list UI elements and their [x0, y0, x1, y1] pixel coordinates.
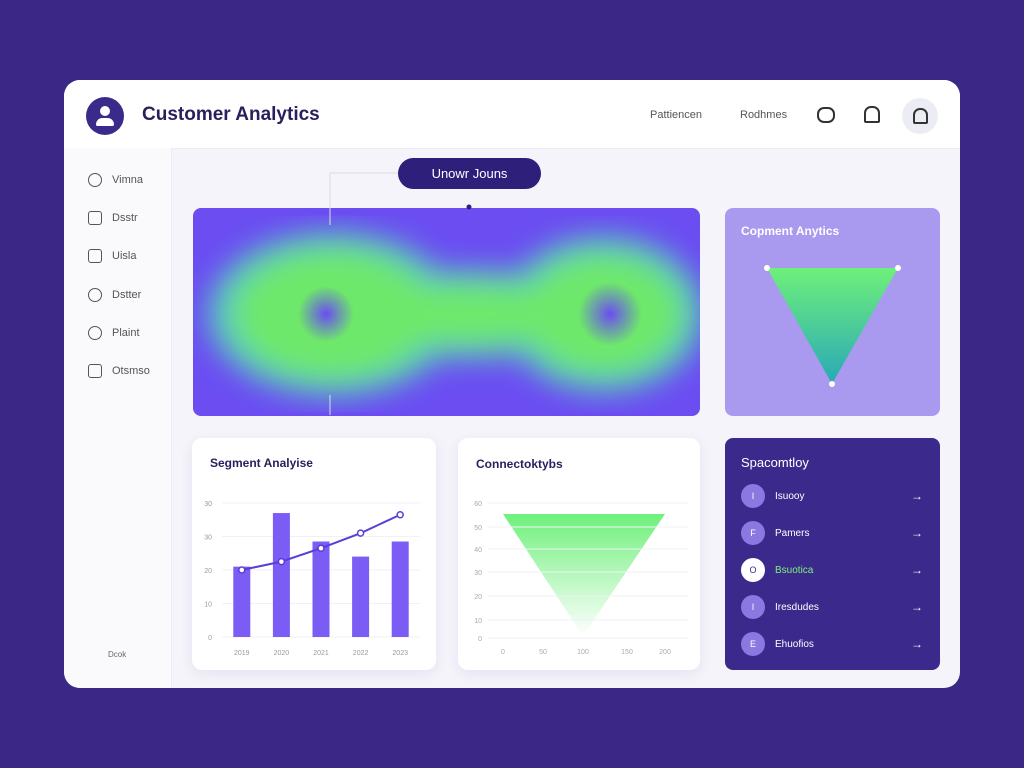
- x-tick-label: 2020: [274, 650, 290, 657]
- list-item[interactable]: I Iresdudes →: [741, 594, 923, 620]
- arrow-icon: →: [911, 637, 923, 651]
- bar: [233, 566, 251, 637]
- triangle-graphic: [764, 265, 901, 387]
- y-tick-label: 10: [204, 602, 212, 609]
- arrow-icon: →: [911, 563, 923, 577]
- x-tick-label: 200: [659, 649, 671, 656]
- sidebar-item[interactable]: Plaint: [88, 326, 140, 340]
- segment-panel: Copment Anytics: [725, 208, 940, 416]
- heatmap: [193, 208, 700, 416]
- y-tick-label: 20: [474, 594, 482, 601]
- x-tick-label: 2021: [313, 650, 329, 657]
- list-panel: Spacomtloy I Isuooy → F Pamers → O Bsuotica → I Ir…: [725, 438, 940, 670]
- item-label: Ehuofios: [775, 638, 814, 650]
- item-label: Bsuotica: [775, 564, 814, 576]
- y-tick-label: 30: [204, 501, 212, 508]
- line-point: [356, 529, 365, 537]
- item-avatar: F: [741, 521, 765, 545]
- sidebar-item[interactable]: Dstter: [88, 288, 141, 302]
- sidebar-footer[interactable]: Dcok: [108, 650, 127, 659]
- sidebar-label: Uisla: [112, 250, 137, 262]
- y-tick-label: 0: [208, 635, 212, 642]
- x-tick-label: 150: [621, 649, 633, 656]
- nav-link[interactable]: Pattiencen: [650, 109, 702, 121]
- line-point: [317, 544, 325, 552]
- list-item[interactable]: E Ehuofios →: [741, 631, 923, 657]
- item-label: Pamers: [775, 527, 810, 539]
- item-label: Iresdudes: [775, 601, 819, 613]
- line-point: [277, 557, 286, 566]
- funnel-panel: Connectoktybs 60 50 40 30 20 10 0 0 50 100 150 200: [458, 438, 700, 670]
- app-title: Customer Analytics: [142, 104, 320, 125]
- bar-chart: Segment Analyise 0 10 20 30 30 2019 2020 2021 20…: [204, 456, 420, 657]
- item-avatar: I: [741, 595, 765, 619]
- panel-title: Spacomtloy: [741, 455, 809, 470]
- nav-link[interactable]: Rodhmes: [740, 109, 788, 121]
- panel-title: Copment Anytics: [741, 224, 840, 238]
- y-tick-label: 0: [478, 636, 482, 643]
- bar-panel: Segment Analyise 0 10 20 30 30 2019 2020 2021 20…: [192, 438, 436, 670]
- tooltip-connector: [329, 172, 472, 415]
- item-avatar: I: [741, 484, 765, 508]
- arrow-icon: →: [911, 489, 923, 503]
- header: Customer Analytics Pattiencen Rodhmes: [64, 80, 960, 149]
- item-avatar: E: [741, 632, 765, 656]
- x-tick-label: 0: [501, 649, 505, 656]
- icon-button[interactable]: [902, 98, 938, 134]
- arrow-icon: →: [911, 526, 923, 540]
- tooltip-label: Unowr Jouns: [431, 166, 508, 181]
- sidebar-label: Dstter: [112, 289, 142, 301]
- bar: [272, 513, 290, 637]
- sidebar: Vimna Dsstr Uisla Dstter Plaint Otsmso D…: [64, 148, 172, 688]
- chart-title: Segment Analyise: [210, 456, 313, 470]
- y-tick-label: 30: [204, 535, 212, 542]
- avatar[interactable]: [86, 97, 124, 135]
- y-tick-label: 30: [474, 570, 482, 577]
- tooltip: Unowr Jouns: [398, 158, 541, 189]
- bar: [312, 541, 330, 637]
- x-tick-label: 2019: [234, 650, 250, 657]
- sidebar-item[interactable]: Uisla: [88, 249, 136, 263]
- sidebar-label: Vimna: [112, 174, 143, 186]
- y-tick-label: 40: [474, 547, 482, 554]
- sidebar-label: Plaint: [112, 327, 140, 339]
- sidebar-item[interactable]: Vimna: [88, 173, 143, 187]
- sidebar-item[interactable]: Dsstr: [88, 211, 138, 225]
- x-tick-label: 2022: [353, 650, 369, 657]
- sidebar-label: Dsstr: [112, 212, 138, 224]
- item-avatar: O: [741, 558, 765, 582]
- x-tick-label: 100: [577, 649, 589, 656]
- sidebar-item[interactable]: Otsmso: [88, 364, 150, 378]
- y-tick-label: 20: [204, 568, 212, 575]
- y-tick-label: 50: [474, 525, 482, 532]
- sidebar-label: Otsmso: [112, 365, 150, 377]
- y-tick-label: 60: [474, 501, 482, 508]
- icon-button[interactable]: [817, 107, 835, 123]
- list-item[interactable]: F Pamers →: [741, 520, 923, 546]
- item-label: Isuooy: [775, 490, 805, 502]
- x-tick-label: 2023: [392, 650, 408, 657]
- line-point: [396, 510, 404, 519]
- list-item[interactable]: O Bsuotica →: [741, 557, 923, 583]
- y-tick-label: 10: [474, 618, 482, 625]
- line-point: [238, 566, 246, 574]
- bar: [352, 556, 370, 637]
- icon-button[interactable]: [864, 106, 880, 123]
- x-tick-label: 50: [539, 649, 547, 656]
- list-item[interactable]: I Isuooy →: [741, 483, 923, 509]
- panel-title: Connectoktybs: [476, 457, 563, 471]
- arrow-icon: →: [911, 600, 923, 614]
- bar: [391, 541, 409, 637]
